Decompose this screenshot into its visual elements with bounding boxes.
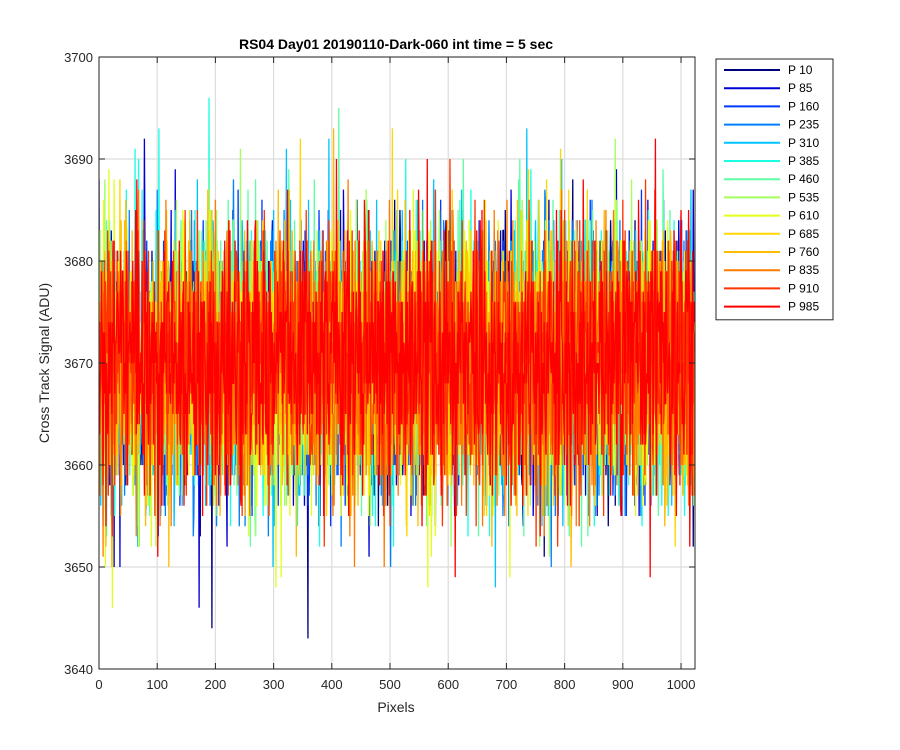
x-tick-label: 500 [379, 677, 401, 692]
x-axis-title: Pixels [377, 699, 414, 715]
legend-label: P 160 [788, 99, 819, 113]
legend-box [715, 58, 834, 321]
axis-ticks: 0 100 200 300 400 500 600 700 800 900 1000 3640 3650… [64, 50, 695, 692]
legend-label: P 760 [788, 245, 819, 259]
legend-label: P 685 [788, 227, 819, 241]
legend-label: P 10 [788, 63, 813, 77]
x-tick-label: 0 [95, 677, 102, 692]
y-tick-label: 3640 [64, 662, 93, 677]
legend-label: P 610 [788, 209, 819, 223]
legend-label: P 460 [788, 172, 819, 186]
y-tick-label: 3690 [64, 152, 93, 167]
series-layer [99, 97, 695, 639]
series-line-p-985 [99, 138, 695, 578]
x-tick-label: 200 [205, 677, 227, 692]
x-tick-label: 100 [146, 677, 168, 692]
x-tick-label: 1000 [667, 677, 696, 692]
legend-label: P 385 [788, 154, 819, 168]
y-tick-label: 3670 [64, 356, 93, 371]
legend-label: P 910 [788, 281, 819, 295]
x-tick-label: 900 [612, 677, 634, 692]
y-tick-label: 3660 [64, 458, 93, 473]
legend-label: P 835 [788, 263, 819, 277]
x-tick-label: 800 [554, 677, 576, 692]
legend-label: P 535 [788, 190, 819, 204]
x-tick-label: 400 [321, 677, 343, 692]
legend: P 10 P 85 P 160 P 235 P 310 P 385 P 460 P 535 P … [715, 58, 834, 321]
legend-label: P 985 [788, 300, 819, 314]
x-tick-label: 300 [263, 677, 285, 692]
legend-label: P 235 [788, 118, 819, 132]
y-tick-label: 3700 [64, 50, 93, 65]
x-tick-label: 700 [496, 677, 518, 692]
x-tick-label: 600 [437, 677, 459, 692]
y-tick-label: 3650 [64, 560, 93, 575]
legend-label: P 310 [788, 136, 819, 150]
y-tick-label: 3680 [64, 254, 93, 269]
chart-title: RS04 Day01 20190110-Dark-060 int time = … [239, 36, 553, 52]
y-axis-title: Cross Track Signal (ADU) [36, 283, 52, 443]
legend-label: P 85 [788, 81, 813, 95]
